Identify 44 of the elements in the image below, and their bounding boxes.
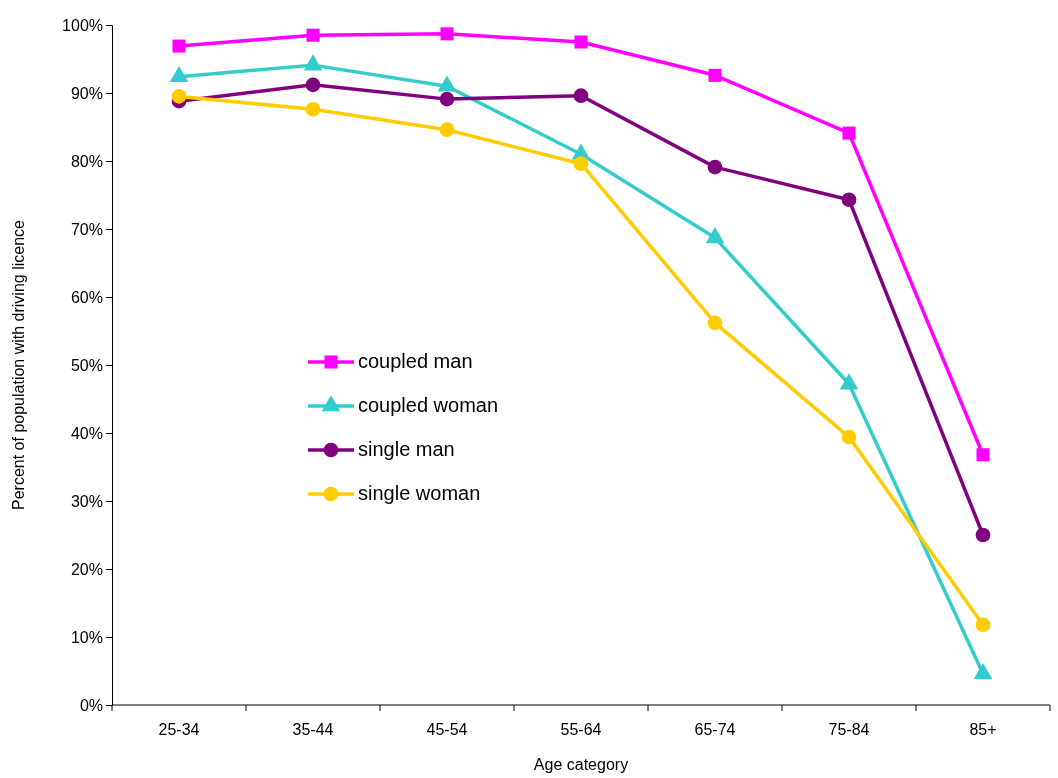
y-tick-label: 30% bbox=[70, 492, 103, 510]
point bbox=[574, 35, 588, 49]
x-tick-label: 75-84 bbox=[828, 721, 870, 738]
x-tick-label: 65-74 bbox=[694, 721, 736, 738]
point bbox=[439, 122, 455, 138]
legend-label: coupled man bbox=[358, 350, 473, 372]
x-tick-label: 55-64 bbox=[560, 721, 602, 738]
y-tick-label: 10% bbox=[70, 628, 103, 646]
point bbox=[573, 88, 589, 104]
y-axis-title: Percent of population with driving licence bbox=[10, 219, 27, 510]
point bbox=[976, 448, 990, 462]
point bbox=[305, 77, 321, 93]
point bbox=[707, 159, 723, 175]
x-tick-label: 45-54 bbox=[426, 721, 468, 738]
point bbox=[975, 617, 991, 633]
legend-label: coupled woman bbox=[358, 394, 499, 416]
point bbox=[573, 156, 589, 172]
x-axis-title: Age category bbox=[533, 756, 629, 773]
x-tick-label: 25-34 bbox=[158, 721, 200, 738]
point bbox=[171, 89, 187, 104]
y-tick-label: 100% bbox=[62, 16, 103, 34]
y-tick-label: 60% bbox=[70, 288, 103, 306]
y-tick-label: 70% bbox=[70, 220, 103, 238]
legend-label: single woman bbox=[358, 482, 481, 504]
point bbox=[172, 39, 186, 53]
y-tick-label: 0% bbox=[79, 696, 103, 714]
point bbox=[842, 126, 856, 140]
y-tick-label: 50% bbox=[70, 356, 103, 374]
point bbox=[708, 68, 722, 82]
y-tick-label: 40% bbox=[70, 424, 103, 442]
point bbox=[439, 91, 455, 107]
point bbox=[841, 192, 857, 208]
point bbox=[305, 101, 321, 117]
point bbox=[975, 527, 991, 543]
x-tick-label: 35-44 bbox=[292, 721, 334, 738]
x-tick-label: 85+ bbox=[969, 721, 997, 738]
legend-label: single man bbox=[358, 438, 455, 460]
y-tick-label: 90% bbox=[70, 84, 103, 102]
y-tick-label: 20% bbox=[70, 560, 103, 578]
point bbox=[306, 28, 320, 42]
point bbox=[707, 315, 723, 331]
point bbox=[841, 429, 857, 445]
point bbox=[440, 27, 454, 41]
y-tick-label: 80% bbox=[70, 152, 103, 170]
